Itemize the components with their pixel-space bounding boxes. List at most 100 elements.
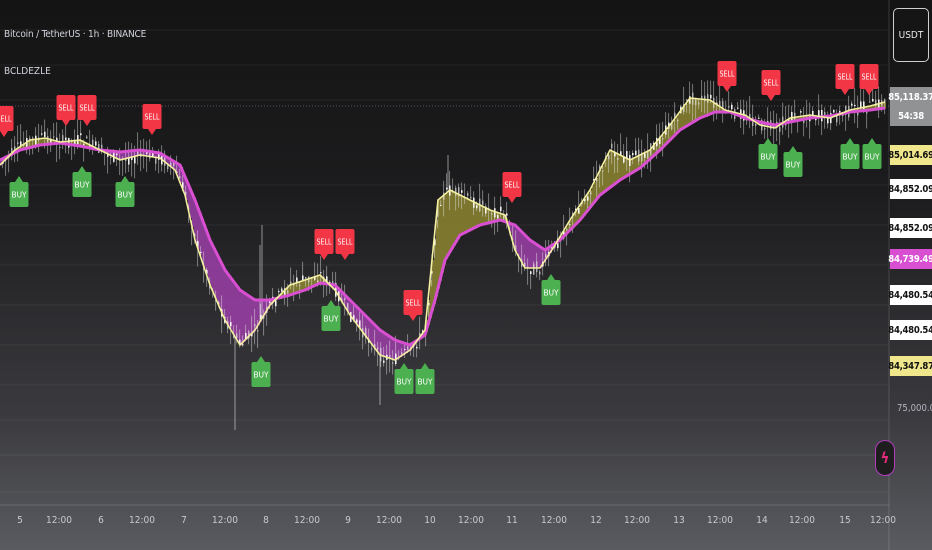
candle-body [827,115,829,124]
candle-body [155,157,157,164]
candle-body [611,143,613,149]
candle-body [107,152,109,157]
time-tick: 10 [424,515,436,526]
ema-fill [324,279,326,285]
sell-label: SELL [720,70,735,79]
ema-fill [122,151,124,160]
indicator-title[interactable]: BCLDEZLE [4,66,51,77]
candle-body [458,187,460,197]
candle-body [545,253,547,258]
ema-fill [702,99,704,118]
ema-fill [188,183,190,209]
time-tick: 12:00 [541,515,567,526]
candle-body [371,348,373,350]
candle-body [359,320,361,328]
sell-label: SELL [145,113,160,122]
ema-fill [568,223,570,233]
candle-body [50,138,52,145]
ema-fill [640,155,642,169]
ema-fill [242,291,244,344]
candle-body [20,141,22,146]
candle-body [683,103,685,112]
candle-body [365,328,367,338]
ema-fill [636,157,638,171]
candle-body [281,288,283,292]
ema-fill [178,163,180,178]
ema-fill [688,100,690,126]
ema-fill [658,140,660,153]
ema-fill [470,200,472,231]
ema-fill [354,304,356,321]
ema-fill [710,100,712,115]
ema-fill [84,142,86,148]
ema-fill [296,283,298,294]
ema-fill [238,287,240,343]
sell-signal: SELL [0,106,14,137]
sell-signal: SELL [502,172,522,203]
ema-fill [314,277,316,287]
candle-body [116,153,118,156]
candle-body [65,137,67,141]
time-tick: 12:00 [870,515,896,526]
candle-body [323,276,325,284]
ema-fill [300,281,302,293]
symbol-title[interactable]: Bitcoin / TetherUS · 1h · BINANCE [4,29,147,40]
candle-body [878,99,880,110]
ema-fill [384,332,386,357]
candle-body [206,269,208,275]
candle-body [17,142,19,145]
candle-body [443,192,445,200]
candle-body [125,158,127,162]
lightning-icon[interactable]: ϟ [875,440,895,476]
ema-fill [372,322,374,345]
currency-button[interactable]: USDT [893,8,929,62]
candle-body [593,178,595,181]
ema-fill [534,242,536,269]
candle-body [32,137,34,139]
ema-fill [126,151,128,159]
candle-body [884,99,886,103]
ema-fill [318,275,320,285]
candle-body [200,251,202,253]
ema-fill [302,281,304,292]
candle-body [707,94,709,103]
ema-fill [642,154,644,167]
buy-label: BUY [397,378,413,387]
candle-body [608,155,610,160]
ema-fill [360,310,362,329]
ema-fill [438,200,440,289]
ema-fill [258,300,260,326]
candle-body [872,98,874,102]
candle-body [536,261,538,273]
candle-body [599,165,601,172]
candle-body [179,176,181,179]
ema-fill [718,105,720,113]
candle-body [524,262,526,268]
ema-fill [190,188,192,218]
ema-fill [612,151,614,187]
buy-label: BUY [254,371,270,380]
sell-signal: SELL [835,64,855,95]
ema-fill [610,150,612,188]
candle-body [623,155,625,163]
candle-body [866,111,868,114]
candle-body [506,213,508,216]
ema-fill [40,138,42,146]
candle-body [59,146,61,148]
buy-signal: BUY [758,138,778,169]
candle-body [530,271,532,275]
ema-fill [208,234,210,280]
candle-body [305,276,307,279]
candle-body [695,97,697,106]
time-tick: 12 [590,515,602,526]
ema-fill [532,241,534,269]
candle-body [617,158,619,160]
ema-fill [364,314,366,335]
ema-fill [592,186,594,206]
ema-fill [652,147,654,158]
ema-fill [598,174,600,198]
ema-fill [694,98,696,123]
ema-fill [352,302,354,319]
ema-fill [698,98,700,120]
